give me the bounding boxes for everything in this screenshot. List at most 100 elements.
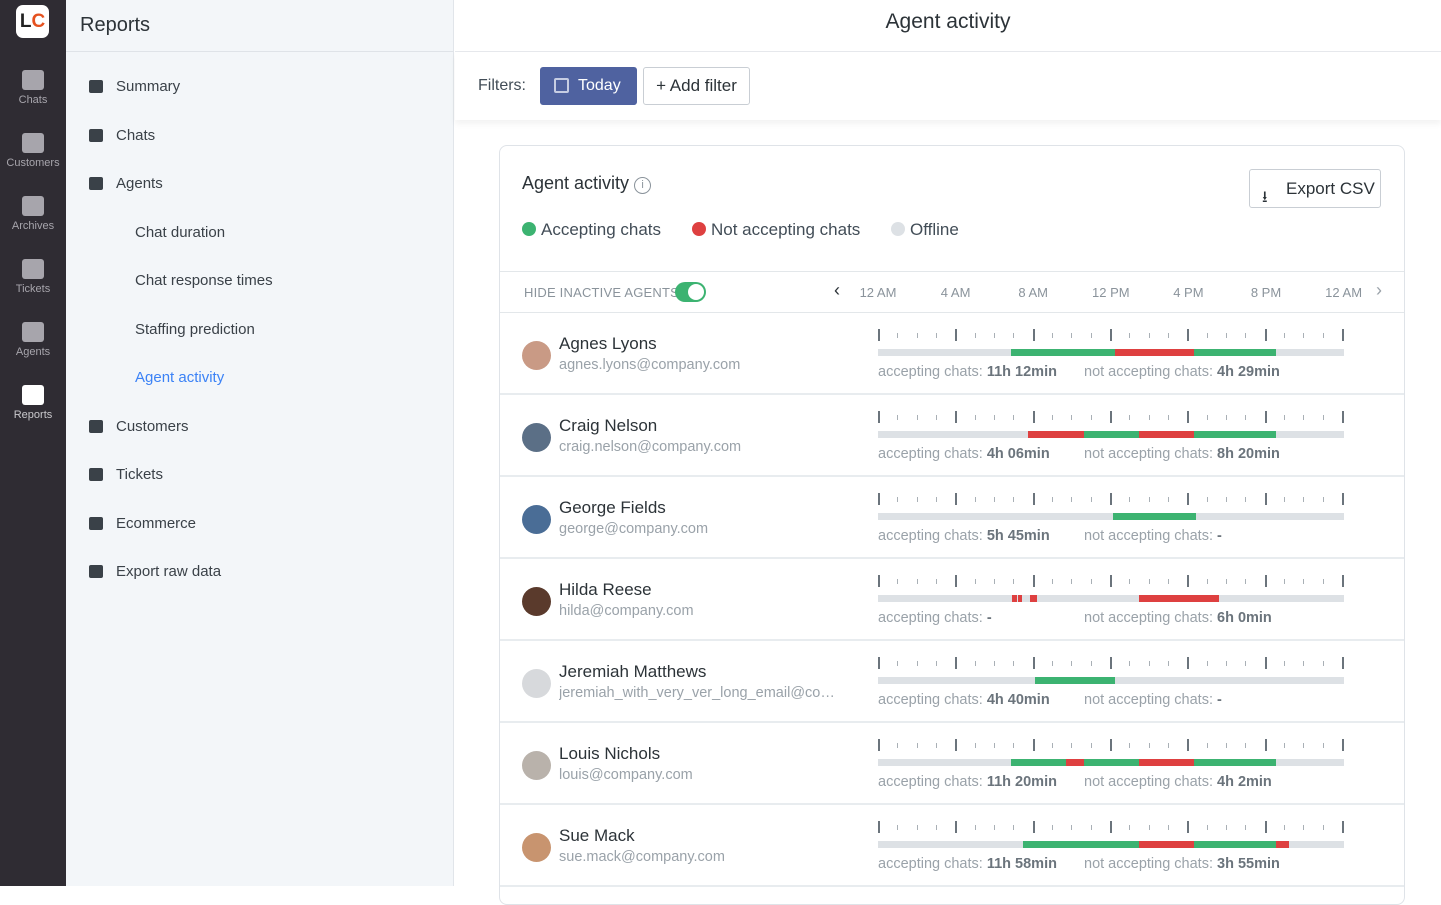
agent-row[interactable]: Jeremiah Matthews jeremiah_with_very_ver_… (500, 641, 1404, 723)
minor-tick (897, 415, 899, 420)
rail-item-reports[interactable]: Reports (0, 385, 66, 421)
accepting-value: 5h 45min (986, 528, 1050, 544)
hour-label: 8 PM (1250, 285, 1282, 300)
sidebar-item-chat-response-times[interactable]: Chat response times (135, 272, 273, 289)
agent-activity-card: Agent activity i ⭳ Export CSV Accepting ch… (499, 145, 1405, 905)
chevron-right-icon[interactable]: › (1376, 280, 1382, 300)
major-tick (1264, 411, 1267, 423)
info-icon[interactable]: i (634, 177, 652, 194)
divider (66, 51, 454, 52)
minor-tick (1245, 661, 1247, 666)
minor-tick (1129, 333, 1131, 338)
rail-item-agents[interactable]: Agents (0, 322, 66, 358)
minor-tick (1226, 579, 1227, 584)
accepting-label: accepting chats: (878, 774, 987, 790)
sidebar-item-label: Agents (116, 175, 163, 192)
sidebar-item-agent-activity[interactable]: Agent activity (135, 369, 224, 386)
agent-row[interactable]: Sue Mack sue.mack@company.com accepting ch… (500, 805, 1404, 887)
major-tick (1342, 739, 1344, 751)
sidebar-item-staffing-prediction[interactable]: Staffing prediction (135, 321, 255, 338)
minor-tick (936, 661, 937, 666)
rail-item-tickets[interactable]: Tickets (0, 259, 66, 295)
sidebar-item-label: Export raw data (116, 563, 222, 580)
not-accepting-stat: not accepting chats: 4h 29min (1084, 364, 1280, 380)
accepting-stat: accepting chats: 5h 45min (878, 528, 1050, 544)
agent-name: Louis Nichols (559, 744, 661, 763)
minor-tick (916, 333, 918, 338)
accepting-stat: accepting chats: 11h 12min (878, 364, 1057, 380)
minor-tick (1245, 333, 1247, 338)
minor-tick (994, 415, 995, 420)
agent-row[interactable]: Louis Nichols louis@company.com accepting … (500, 723, 1404, 805)
not_accepting-segment (1139, 595, 1219, 602)
chevron-left-icon[interactable]: ‹ (834, 280, 840, 300)
major-tick (1110, 821, 1112, 833)
agent-email: louis@company.com (559, 767, 693, 783)
sidebar-item-chats[interactable]: Chats (89, 126, 156, 144)
minor-tick (1206, 333, 1208, 338)
minor-tick (897, 333, 899, 338)
major-tick (955, 329, 958, 341)
major-tick (1187, 329, 1190, 341)
chat-icon (89, 128, 103, 142)
minor-tick (1226, 415, 1227, 420)
minor-tick (1013, 497, 1015, 502)
minor-tick (1052, 579, 1053, 584)
today-label: Today (578, 77, 621, 94)
accepting-stat: accepting chats: 11h 58min (878, 856, 1057, 872)
agent-row[interactable]: Agnes Lyons agnes.lyons@company.com accept… (500, 313, 1404, 395)
minor-tick (1322, 661, 1324, 666)
sidebar-item-tickets[interactable]: Tickets (89, 466, 163, 483)
minor-tick (1129, 743, 1131, 748)
major-tick (1032, 575, 1035, 587)
minor-tick (1071, 661, 1073, 666)
sidebar-item-chat-duration[interactable]: Chat duration (135, 224, 225, 241)
rail-item-customers[interactable]: Customers (0, 133, 66, 169)
sidebar-item-ecommerce[interactable]: Ecommerce (89, 515, 196, 532)
minor-tick (1322, 497, 1324, 502)
hide-inactive-toggle[interactable] (675, 282, 706, 302)
livechat-logo[interactable]: LC (16, 5, 49, 38)
accepting-stat: accepting chats: - (878, 610, 992, 626)
accepting-segment (1022, 841, 1140, 848)
hour-label: 12 AM (859, 285, 897, 300)
minor-tick (1052, 415, 1053, 420)
legend-label: Accepting chats (541, 220, 662, 239)
sidebar-item-summary[interactable]: Summary (89, 78, 180, 95)
sidebar-title: Reports (80, 14, 151, 36)
sidebar-item-label: Chat duration (135, 223, 226, 241)
avatar (522, 505, 551, 534)
sidebar-item-label: Chats (116, 126, 156, 144)
accepting-label: accepting chats: (878, 610, 987, 626)
agent-row[interactable]: Hilda Reese hilda@company.com accepting ch… (500, 559, 1404, 641)
minor-tick (1168, 579, 1169, 584)
today-filter-button[interactable]: Today (540, 67, 637, 105)
sidebar-item-customers[interactable]: Customers (89, 418, 189, 435)
sidebar-item-export-raw-data[interactable]: Export raw data (89, 563, 222, 580)
rail-item-archives[interactable]: Archives (0, 196, 66, 232)
major-tick (1264, 739, 1267, 751)
minor-tick (1090, 497, 1092, 502)
not-accepting-value: 4h 29min (1217, 364, 1280, 380)
minor-tick (974, 333, 976, 338)
agent-row[interactable]: George Fields george@company.com accepting… (500, 477, 1404, 559)
accepting-label: accepting chats: (878, 528, 987, 544)
add-filter-button[interactable]: + Add filter (643, 67, 750, 105)
not-accepting-stat: not accepting chats: 8h 20min (1084, 446, 1280, 462)
minor-tick (1148, 497, 1150, 502)
agent-row[interactable]: Craig Nelson craig.nelson@company.com acce… (500, 395, 1404, 477)
minor-tick (1129, 415, 1131, 420)
rail-item-chats[interactable]: Chats (0, 70, 66, 106)
major-tick (1342, 493, 1344, 505)
hide-inactive-label: HIDE INACTIVE AGENTS (524, 285, 679, 300)
sidebar-item-agents[interactable]: Agents (89, 175, 163, 192)
minor-tick (1148, 333, 1150, 338)
export-csv-button[interactable]: ⭳ Export CSV (1249, 169, 1381, 208)
major-tick (1110, 493, 1112, 505)
accepting-segment (1035, 677, 1115, 684)
minor-tick (897, 825, 899, 830)
reports-sidebar: Reports Summary Chats Agents Chat duration C… (66, 0, 454, 886)
not-accepting-stat: not accepting chats: - (1084, 528, 1222, 544)
minor-tick (1090, 743, 1092, 748)
major-tick (1032, 657, 1035, 669)
